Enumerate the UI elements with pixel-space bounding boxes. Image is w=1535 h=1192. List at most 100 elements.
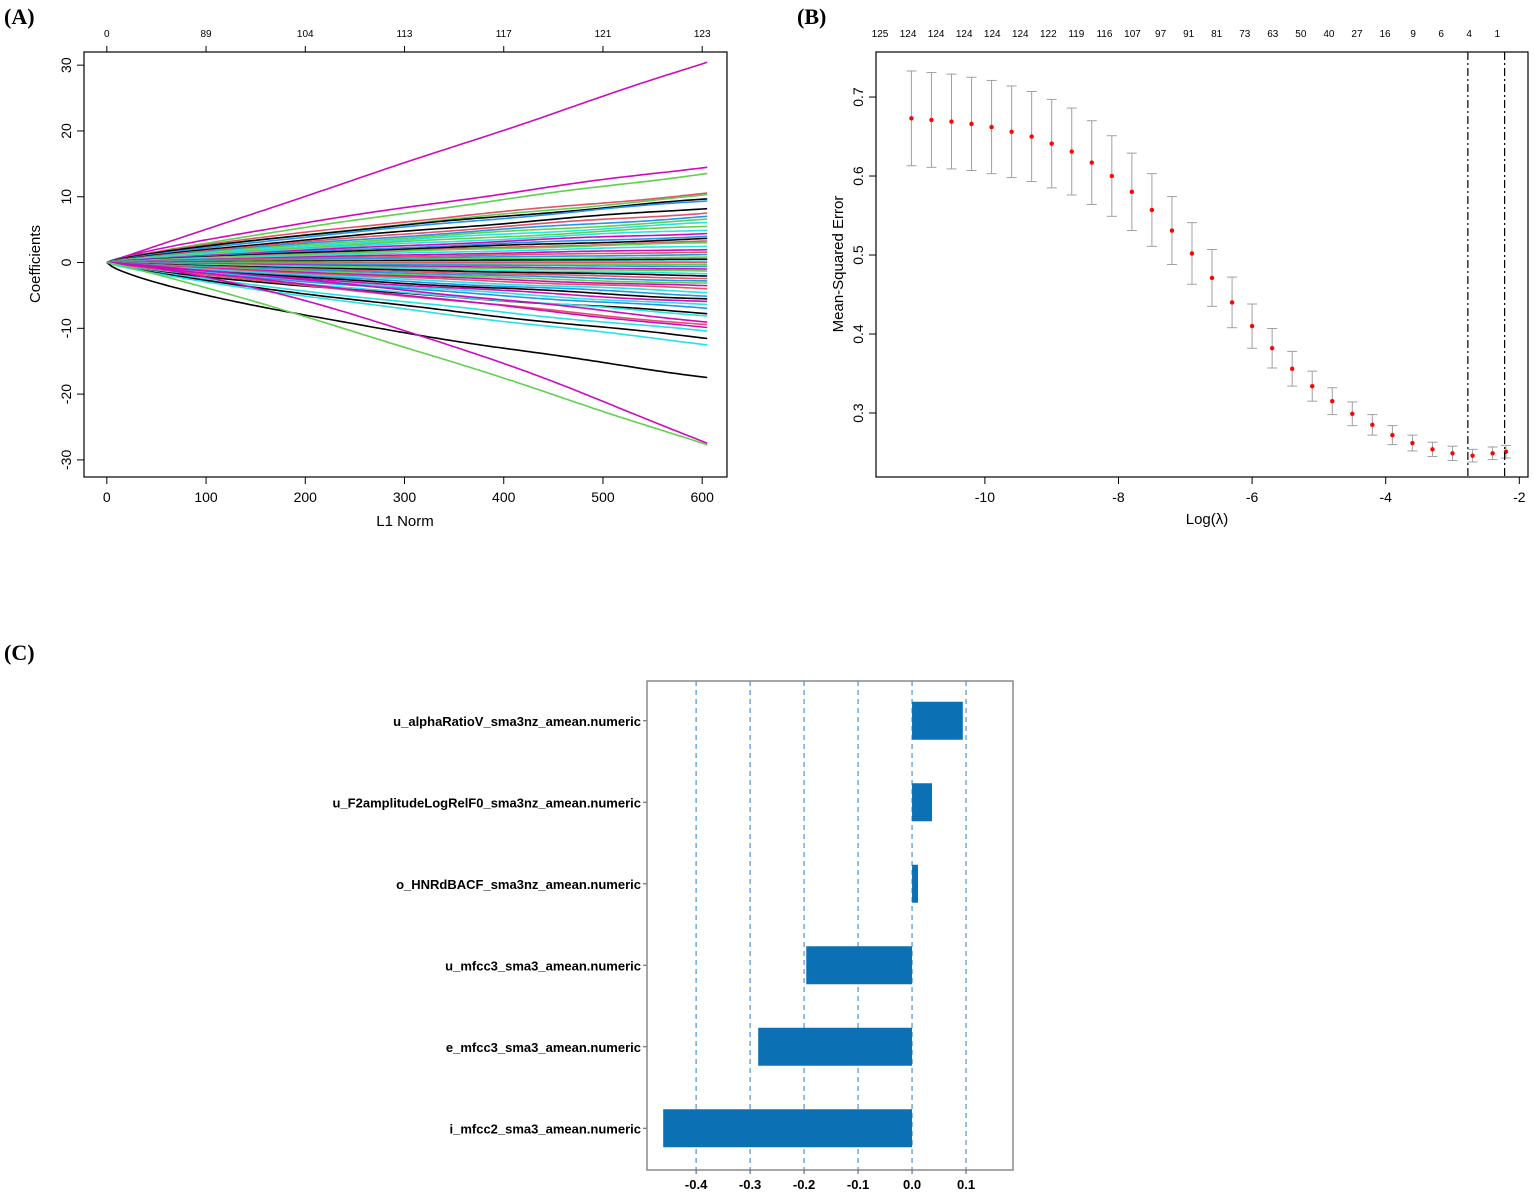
x-axis-title: Log(λ) bbox=[1186, 511, 1229, 528]
mse-point bbox=[1229, 300, 1235, 305]
y-tick-label: 0.5 bbox=[850, 245, 866, 265]
coefficient-path-8 bbox=[106, 212, 708, 264]
y-tick-label: 30 bbox=[58, 57, 74, 73]
panel-label-c: (C) bbox=[4, 640, 35, 665]
bar-4 bbox=[758, 1027, 913, 1066]
x-tick-label: 0.0 bbox=[903, 1177, 921, 1192]
y-tick-label: 0 bbox=[58, 258, 74, 266]
top-tick-label: 116 bbox=[1096, 29, 1112, 40]
y-tick-label: -10 bbox=[58, 318, 74, 338]
top-tick-label: 107 bbox=[1124, 29, 1141, 40]
panel-label-a: (A) bbox=[4, 4, 35, 29]
category-label: u_alphaRatioV_sma3nz_amean.numeric bbox=[393, 714, 641, 729]
mse-point bbox=[929, 117, 934, 123]
coefficient-path-13 bbox=[106, 229, 708, 264]
mse-point bbox=[1189, 251, 1195, 256]
mse-point bbox=[989, 124, 994, 130]
top-tick-label: 124 bbox=[956, 29, 973, 40]
mse-point bbox=[969, 121, 974, 127]
coefficient-path-48 bbox=[106, 261, 708, 329]
top-tick-label: 73 bbox=[1239, 29, 1251, 40]
top-tick-label: 16 bbox=[1379, 29, 1391, 40]
coefficient-path-50 bbox=[106, 261, 708, 340]
coefficient-path-3 bbox=[106, 192, 708, 264]
top-tick-label: 91 bbox=[1183, 29, 1195, 40]
coefficient-path-18 bbox=[106, 241, 708, 264]
mse-point bbox=[949, 119, 954, 124]
top-tick-label: 4 bbox=[1466, 29, 1472, 40]
panel-label-b: (B) bbox=[797, 4, 826, 29]
top-tick-label: 124 bbox=[1012, 29, 1029, 40]
mse-point bbox=[1169, 228, 1175, 233]
plot-frame bbox=[875, 51, 1529, 478]
top-tick-label: 121 bbox=[595, 29, 612, 40]
coefficient-path-52 bbox=[106, 261, 708, 379]
top-tick-label: 124 bbox=[928, 29, 945, 40]
x-tick-label: -0.3 bbox=[739, 1177, 761, 1192]
x-tick-label: 0.1 bbox=[957, 1177, 975, 1192]
mse-point bbox=[1109, 173, 1115, 179]
top-tick-label: 1 bbox=[1494, 29, 1500, 40]
top-tick-label: 6 bbox=[1438, 29, 1444, 40]
coefficient-path-1 bbox=[106, 166, 708, 264]
y-tick-label: 0.6 bbox=[850, 166, 866, 186]
mse-point bbox=[1390, 432, 1395, 438]
category-label: o_HNRdBACF_sma3nz_amean.numeric bbox=[396, 877, 641, 892]
top-tick-label: 124 bbox=[984, 29, 1001, 40]
mse-point bbox=[1089, 160, 1094, 165]
mse-point bbox=[1049, 141, 1054, 146]
top-tick-label: 97 bbox=[1155, 29, 1167, 40]
coefficient-path-37 bbox=[106, 261, 708, 290]
top-tick-label: 117 bbox=[496, 29, 512, 40]
x-tick-label: -6 bbox=[1246, 489, 1259, 505]
mse-point bbox=[1009, 129, 1014, 134]
mse-point bbox=[1410, 440, 1415, 446]
top-tick-label: 123 bbox=[694, 29, 711, 40]
y-tick-label: 10 bbox=[58, 189, 74, 205]
x-tick-label: 0 bbox=[103, 489, 111, 505]
category-label: i_mfcc2_sma3_amean.numeric bbox=[449, 1121, 641, 1136]
coefficient-path-51 bbox=[106, 261, 708, 346]
y-tick-label: 20 bbox=[58, 123, 74, 139]
mse-point bbox=[1069, 149, 1074, 154]
y-axis-title: Mean-Squared Error bbox=[830, 196, 847, 333]
category-label: u_mfcc3_sma3_amean.numeric bbox=[445, 958, 641, 973]
top-tick-label: 9 bbox=[1410, 29, 1416, 40]
mse-point bbox=[1370, 422, 1375, 428]
coefficient-path-54 bbox=[106, 261, 708, 446]
y-tick-label: 0.4 bbox=[850, 324, 866, 344]
coefficient-path-7 bbox=[106, 207, 708, 264]
y-tick-label: 0.3 bbox=[850, 403, 866, 423]
top-tick-label: 63 bbox=[1267, 29, 1279, 40]
coefficient-bar-chart: u_alphaRatioV_sma3nz_amean.numeric u_F2am… bbox=[333, 680, 1014, 1192]
mse-point bbox=[1450, 451, 1455, 456]
top-tick-label: 104 bbox=[297, 29, 314, 40]
mse-point bbox=[1029, 134, 1034, 139]
coefficient-path-12 bbox=[106, 225, 708, 264]
plot-frame bbox=[646, 680, 1014, 1171]
mse-point bbox=[1129, 189, 1135, 195]
x-tick-label: 600 bbox=[691, 489, 715, 505]
x-tick-label: -2 bbox=[1513, 489, 1526, 505]
top-tick-label: 89 bbox=[200, 29, 212, 40]
mse-point bbox=[1209, 275, 1215, 281]
top-tick-label: 122 bbox=[1040, 29, 1057, 40]
bar-5 bbox=[663, 1109, 913, 1148]
coefficient-path-6 bbox=[106, 200, 708, 264]
coefficient-path-2 bbox=[106, 172, 708, 264]
bar-1 bbox=[912, 783, 933, 822]
category-label: u_F2amplitudeLogRelF0_sma3nz_amean.numer… bbox=[333, 795, 641, 810]
top-tick-label: 0 bbox=[104, 29, 110, 40]
x-tick-label: -0.2 bbox=[793, 1177, 815, 1192]
top-tick-label: 50 bbox=[1295, 29, 1307, 40]
mse-point bbox=[1330, 398, 1335, 404]
x-tick-label: -0.1 bbox=[847, 1177, 869, 1192]
x-tick-label: -8 bbox=[1112, 489, 1125, 505]
coefficient-path-46 bbox=[106, 261, 708, 323]
mse-point bbox=[1289, 366, 1295, 371]
coefficient-path-53 bbox=[106, 261, 708, 445]
mse-point bbox=[1249, 323, 1255, 329]
coefficient-path-chart: L1 Norm Coefficients 0 100 200 300 400 500 600… bbox=[27, 29, 728, 530]
mse-point bbox=[1430, 447, 1435, 452]
x-tick-label: 200 bbox=[294, 489, 318, 505]
